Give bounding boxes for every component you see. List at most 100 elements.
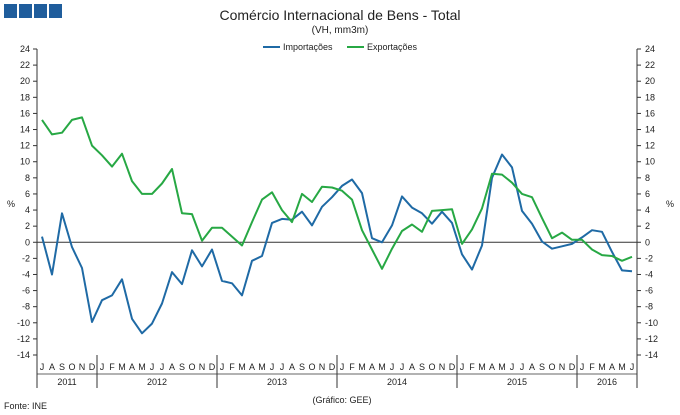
x-tick-label-month: M (618, 362, 626, 372)
y-tick-label-left: 4 (25, 205, 30, 215)
x-tick-label-month: J (580, 362, 585, 372)
x-tick-label-month: J (220, 362, 225, 372)
y-tick-label-left: -12 (17, 334, 30, 344)
y-tick-label-left: -8 (22, 302, 30, 312)
x-tick-label-month: M (358, 362, 366, 372)
x-tick-label-month: O (68, 362, 75, 372)
y-tick-label-right: 8 (645, 173, 650, 183)
x-tick-label-year: 2013 (267, 377, 287, 387)
x-tick-label-month: N (79, 362, 86, 372)
x-tick-label-month: J (40, 362, 45, 372)
y-tick-label-right: -6 (645, 286, 653, 296)
y-tick-label-right: -10 (645, 318, 658, 328)
y-tick-label-left: -6 (22, 286, 30, 296)
y-tick-label-right: -14 (645, 350, 658, 360)
legend: Importações Exportações (263, 42, 418, 52)
x-tick-label-month: N (199, 362, 206, 372)
x-tick-label-month: J (400, 362, 405, 372)
x-tick-label-month: F (109, 362, 115, 372)
x-tick-label-month: F (469, 362, 475, 372)
x-tick-label-year: 2015 (507, 377, 527, 387)
y-tick-label-right: 6 (645, 189, 650, 199)
x-tick-label-month: J (520, 362, 525, 372)
x-tick-label-month: A (129, 362, 135, 372)
y-tick-label-left: 2 (25, 221, 30, 231)
chart-subtitle: (VH, mm3m) (312, 25, 369, 36)
x-tick-label-month: M (138, 362, 146, 372)
x-tick-label-month: A (409, 362, 415, 372)
x-tick-label-month: J (280, 362, 285, 372)
x-tick-label-month: A (249, 362, 255, 372)
legend-label-importacoes: Importações (283, 42, 333, 52)
x-tick-label-month: J (460, 362, 465, 372)
y-tick-label-left: -4 (22, 269, 30, 279)
x-tick-label-year: 2014 (387, 377, 407, 387)
x-tick-label-month: M (118, 362, 126, 372)
x-tick-label-month: J (340, 362, 345, 372)
x-tick-label-month: J (510, 362, 515, 372)
x-tick-label-month: M (598, 362, 606, 372)
x-tick-label-month: O (548, 362, 555, 372)
legend-label-exportacoes: Exportações (367, 42, 418, 52)
x-tick-label-month: S (179, 362, 185, 372)
x-tick-label-month: S (419, 362, 425, 372)
y-tick-label-right: 12 (645, 141, 655, 151)
x-tick-label-month: J (150, 362, 155, 372)
x-tick-label-month: S (299, 362, 305, 372)
y-tick-label-right: -2 (645, 253, 653, 263)
x-tick-label-month: A (49, 362, 55, 372)
y-tick-label-right: 0 (645, 237, 650, 247)
x-tick-label-month: N (559, 362, 566, 372)
x-tick-label-month: M (238, 362, 246, 372)
y-tick-label-left: 12 (20, 141, 30, 151)
plot-area: -14 -14-12 -12-10 -10-8 -8-6 -6-4 -4-2 -20 02 24 4… (17, 44, 658, 388)
x-tick-label-month: D (209, 362, 216, 372)
y-tick-label-left: 20 (20, 76, 30, 86)
y-tick-label-right: 2 (645, 221, 650, 231)
x-tick-label-month: M (498, 362, 506, 372)
y-tick-label-left: -10 (17, 318, 30, 328)
x-tick-label-month: J (390, 362, 395, 372)
x-tick-label-month: J (630, 362, 635, 372)
x-tick-label-month: M (258, 362, 266, 372)
y-tick-label-left: 22 (20, 60, 30, 70)
x-tick-label-month: J (100, 362, 105, 372)
x-tick-label-month: O (188, 362, 195, 372)
x-tick-label-month: M (478, 362, 486, 372)
x-tick-label-month: F (349, 362, 355, 372)
y-tick-label-left: -14 (17, 350, 30, 360)
x-tick-label-month: A (529, 362, 535, 372)
y-tick-label-left: 16 (20, 108, 30, 118)
logo-square (49, 4, 62, 18)
x-tick-label-month: D (569, 362, 576, 372)
y-tick-label-left: 24 (20, 44, 30, 54)
x-tick-label-month: F (589, 362, 595, 372)
y-tick-label-right: 18 (645, 92, 655, 102)
y-axis-label-left: % (7, 199, 15, 209)
y-tick-label-right: 14 (645, 125, 655, 135)
y-tick-label-right: 20 (645, 76, 655, 86)
x-tick-label-month: S (539, 362, 545, 372)
x-tick-label-month: A (609, 362, 615, 372)
x-tick-label-month: A (289, 362, 295, 372)
x-tick-label-month: D (89, 362, 96, 372)
x-tick-label-month: A (489, 362, 495, 372)
logo-square (4, 4, 17, 18)
y-tick-label-right: 10 (645, 157, 655, 167)
y-tick-label-right: 4 (645, 205, 650, 215)
x-tick-label-month: D (329, 362, 336, 372)
y-tick-label-right: 22 (645, 60, 655, 70)
x-tick-label-year: 2016 (597, 377, 617, 387)
x-tick-label-month: S (59, 362, 65, 372)
logo-square (19, 4, 32, 18)
y-tick-label-left: 6 (25, 189, 30, 199)
chart-title: Comércio Internacional de Bens - Total (220, 7, 461, 23)
x-tick-label-month: A (369, 362, 375, 372)
y-tick-label-left: 18 (20, 92, 30, 102)
y-axis-label-right: % (666, 199, 674, 209)
y-tick-label-right: -4 (645, 269, 653, 279)
x-tick-label-month: M (378, 362, 386, 372)
y-tick-label-left: 0 (25, 237, 30, 247)
y-tick-label-right: 16 (645, 108, 655, 118)
